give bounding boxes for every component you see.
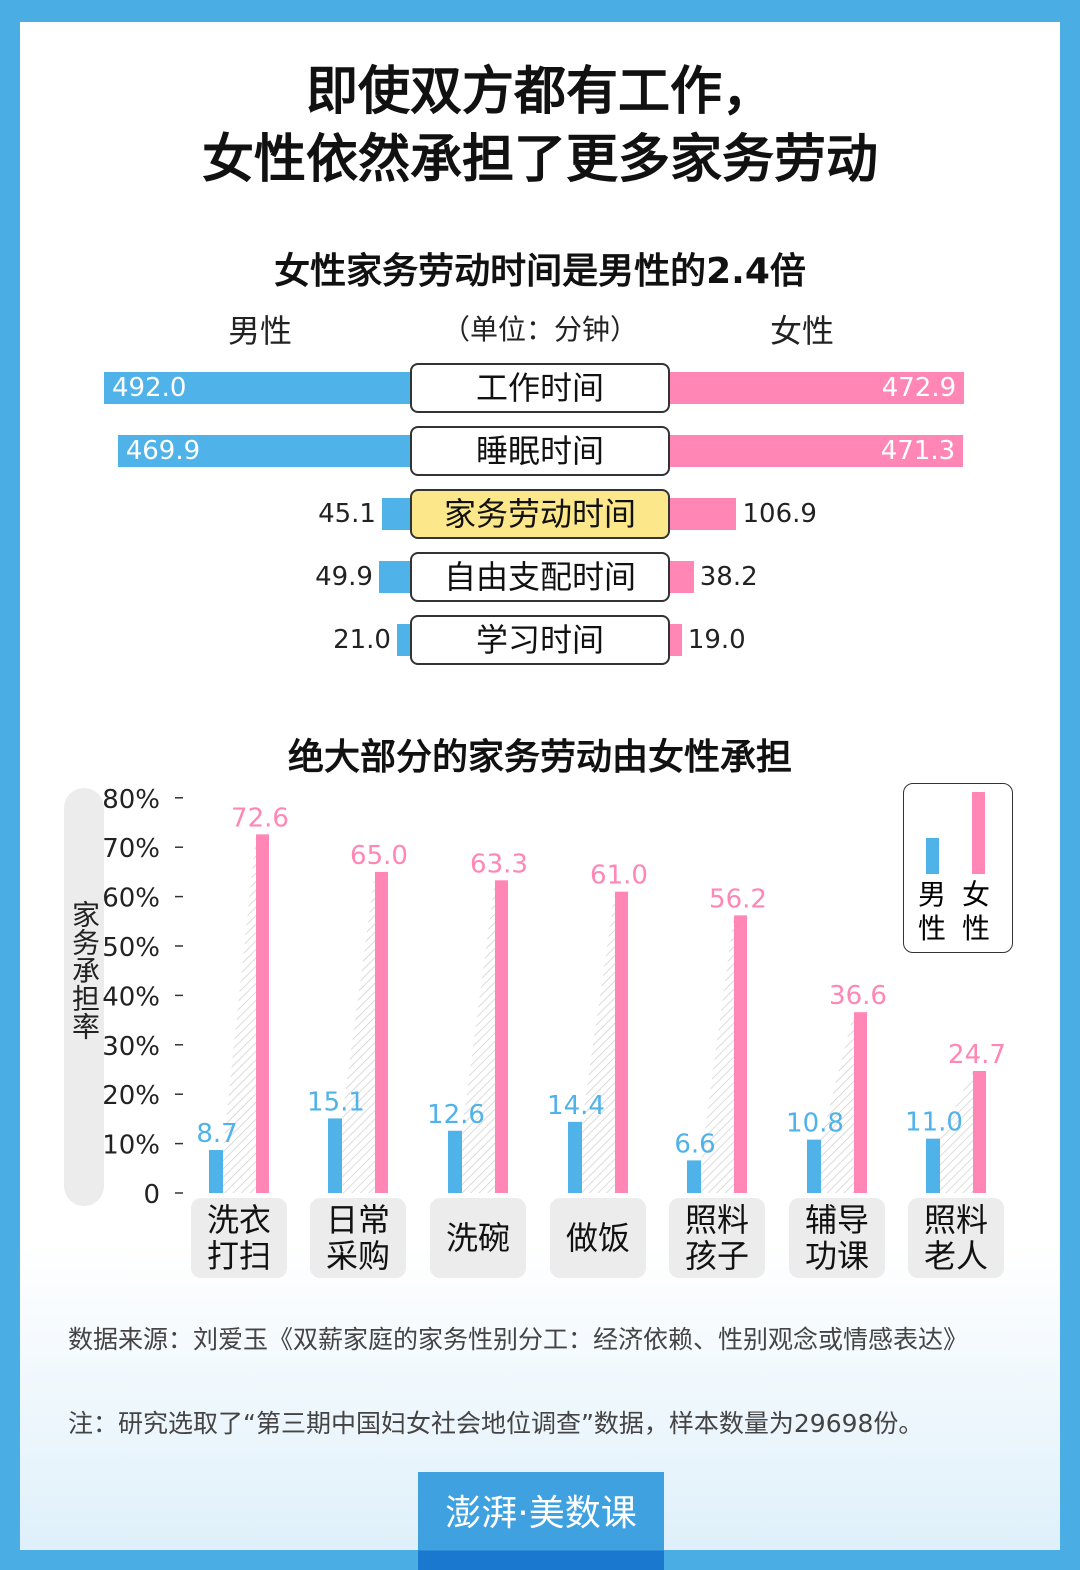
female-value: 471.3: [880, 436, 956, 466]
legend-male-label: 男 性: [918, 878, 947, 945]
chart1-title: 女性家务劳动时间是男性的2.4倍: [274, 251, 806, 292]
y-tick-label: 60%: [102, 884, 160, 914]
female-value: 36.6: [829, 981, 887, 1011]
legend-female-swatch: [972, 792, 985, 874]
connector-hatch: [701, 915, 734, 1193]
infographic-panel: [20, 22, 1060, 1550]
female-value: 72.6: [231, 803, 289, 833]
male-value: 14.4: [547, 1091, 605, 1121]
male-bar: [448, 1130, 462, 1193]
category-label: 照料 老人: [908, 1198, 1004, 1278]
female-value: 24.7: [948, 1040, 1006, 1070]
male-value: 45.1: [318, 499, 376, 529]
category-label: 日常 采购: [310, 1198, 406, 1278]
category-label: 家务劳动时间: [410, 489, 670, 539]
connector-hatch: [821, 1012, 854, 1193]
male-bar: [209, 1150, 223, 1193]
female-value: 472.9: [881, 373, 957, 403]
connector-hatch: [342, 871, 375, 1193]
female-bar: [670, 624, 682, 656]
male-value: 8.7: [196, 1119, 237, 1149]
female-bar: [495, 880, 508, 1193]
male-value: 492.0: [111, 373, 187, 403]
legend: 男 性 女 性: [903, 783, 1013, 953]
female-value: 106.9: [742, 499, 817, 529]
female-value: 56.2: [709, 884, 767, 914]
male-value: 21.0: [333, 625, 391, 655]
female-bar: [734, 915, 747, 1193]
category-label: 洗碗: [430, 1198, 526, 1278]
male-header: 男性: [228, 312, 293, 350]
female-bar: [854, 1012, 867, 1193]
male-value: 6.6: [674, 1129, 715, 1159]
female-value: 19.0: [687, 625, 746, 655]
unit-label: （单位：分钟）: [441, 313, 638, 346]
main-title: 即使双方都有工作， 女性依然承担了更多家务劳动: [0, 58, 1080, 194]
female-value: 63.3: [470, 849, 528, 879]
y-tick-label: 10%: [102, 1131, 160, 1161]
male-value: 15.1: [307, 1087, 365, 1117]
male-bar: [926, 1138, 940, 1193]
category-label: 辅导 功课: [789, 1198, 885, 1278]
female-bar: [973, 1070, 986, 1193]
male-bar: [381, 498, 410, 530]
source-note: 数据来源：刘爱玉《双薪家庭的家务性别分工：经济依赖、性别观念或情感表达》: [68, 1325, 969, 1354]
male-value: 11.0: [905, 1108, 963, 1138]
legend-female-label: 女 性: [962, 878, 991, 945]
male-bar: [807, 1139, 821, 1193]
female-bar: [256, 834, 269, 1193]
y-tick-label: 50%: [102, 933, 160, 963]
male-bar: [687, 1160, 701, 1193]
female-bar: [615, 891, 628, 1193]
title-line-2: 女性依然承担了更多家务劳动: [201, 130, 878, 190]
title-line-1: 即使双方都有工作，: [305, 62, 774, 122]
chart2-title: 绝大部分的家务劳动由女性承担: [287, 737, 792, 778]
category-label: 学习时间: [410, 615, 670, 665]
male-value: 49.9: [315, 562, 373, 592]
female-bar: [670, 561, 694, 593]
female-bar: [670, 498, 737, 530]
male-bar: [117, 435, 410, 467]
male-value: 10.8: [786, 1109, 844, 1139]
male-value: 469.9: [125, 436, 201, 466]
connector-hatch: [462, 880, 495, 1193]
female-bar: [670, 372, 965, 404]
category-label: 做饭: [550, 1198, 646, 1278]
category-label: 洗衣 打扫: [191, 1198, 287, 1278]
male-value: 12.6: [427, 1100, 485, 1130]
y-tick-label: 20%: [102, 1081, 160, 1111]
female-bar: [670, 435, 964, 467]
female-value: 61.0: [590, 861, 648, 891]
y-tick-label: 30%: [102, 1032, 160, 1062]
male-bar: [328, 1118, 342, 1193]
sample-note: 注：研究选取了“第三期中国妇女社会地位调查”数据，样本数量为29698份。: [68, 1409, 924, 1438]
category-label: 睡眠时间: [410, 426, 670, 476]
y-tick-label: 70%: [102, 834, 160, 864]
male-bar: [396, 624, 410, 656]
category-label: 自由支配时间: [410, 552, 670, 602]
y-axis-label: 家务承担率: [68, 900, 101, 1040]
category-label: 工作时间: [410, 363, 670, 413]
category-label: 照料 孩子: [669, 1198, 765, 1278]
male-bar: [378, 561, 410, 593]
female-value: 65.0: [350, 841, 408, 871]
thepaper-logo: 澎湃·美数课: [418, 1472, 664, 1570]
connector-hatch: [223, 834, 256, 1193]
male-bar: [103, 372, 410, 404]
connector-hatch: [582, 891, 615, 1193]
legend-male-swatch: [926, 838, 939, 874]
female-value: 38.2: [699, 562, 758, 592]
male-bar: [568, 1121, 582, 1193]
y-tick-label: 0: [143, 1180, 160, 1210]
connector-hatch: [940, 1070, 973, 1193]
y-tick-label: 40%: [102, 982, 160, 1012]
female-header: 女性: [770, 312, 835, 350]
y-axis-label-pill: [64, 788, 104, 1206]
y-tick-label: 80%: [102, 785, 160, 815]
female-bar: [375, 871, 388, 1193]
